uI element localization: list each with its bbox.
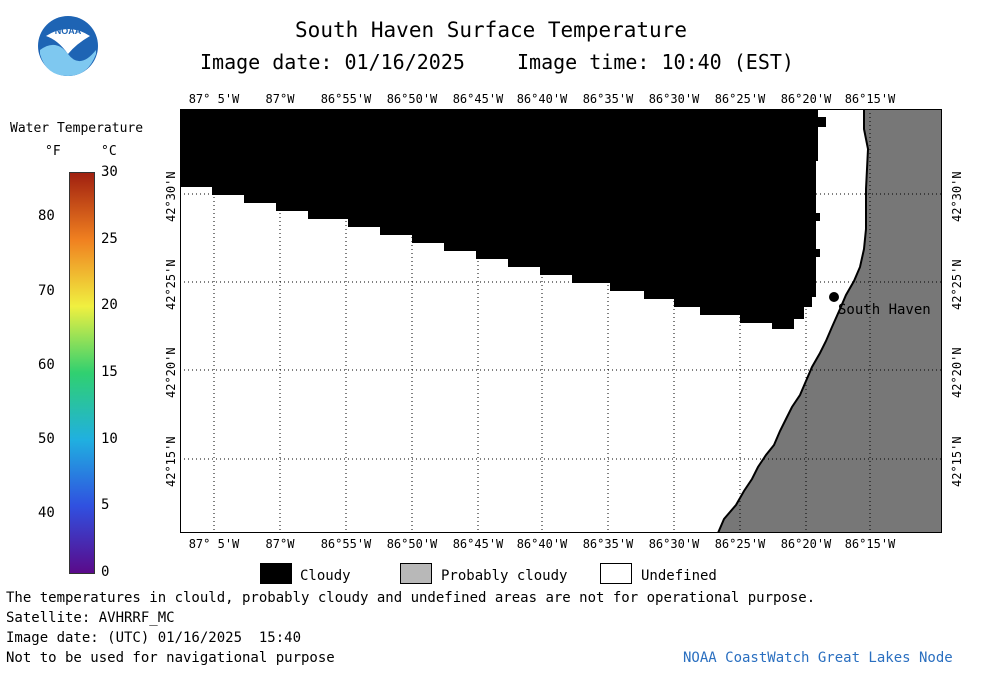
footer-utc-date: Image date: (UTC) 01/16/2025 15:40 [6,630,302,646]
longitude-label: 86°15'W [844,537,896,551]
footer-disclaimer: The temperatures in clould, probably clo… [6,590,816,606]
latitude-label: 42°15'N [950,436,964,487]
footer-navigation-warning: Not to be used for navigational purpose [6,650,335,666]
map-frame [180,109,942,533]
longitude-label: 87° 5'W [188,537,240,551]
celsius-tick-label: 30 [101,164,118,180]
celsius-tick-label: 0 [101,564,110,580]
longitude-label: 86°35'W [582,537,634,551]
latitude-label: 42°25'N [950,259,964,310]
south-haven-marker [829,292,839,302]
colorbar [69,172,95,574]
legend-undefined-label: Undefined [641,568,717,584]
land-area [718,109,942,533]
legend-cloudy-swatch [260,563,292,584]
longitude-label: 86°50'W [386,537,438,551]
longitude-label: 86°30'W [648,537,700,551]
longitude-label: 87° 5'W [188,92,240,106]
graticule [180,109,942,533]
place-label-south-haven: South Haven [838,302,931,318]
image-time: Image time: 10:40 (EST) [517,50,794,74]
celsius-tick-label: 5 [101,497,110,514]
latitude-label: 42°20'N [164,347,178,398]
map-area [180,109,942,533]
longitude-label: 86°25'W [714,537,766,551]
longitude-label: 86°55'W [320,92,372,106]
celsius-tick-label: 15 [101,364,118,380]
longitude-label: 86°40'W [516,92,568,106]
celsius-tick-label: 10 [101,430,118,447]
longitude-label: 87°W [265,537,295,551]
image-date: Image date: 01/16/2025 [200,50,465,74]
longitude-label: 86°15'W [844,92,896,106]
fahrenheit-tick-label: 80 [38,208,55,225]
page-title: South Haven Surface Temperature [295,18,687,42]
latitude-label: 42°25'N [164,259,178,310]
longitude-label: 86°50'W [386,92,438,106]
shoreline [717,109,870,533]
latitude-label: 42°30'N [950,171,964,222]
fahrenheit-tick-label: 60 [38,356,55,373]
latitude-label: 42°30'N [164,171,178,222]
longitude-label: 86°25'W [714,92,766,106]
legend-probably-cloudy-label: Probably cloudy [441,568,568,584]
legend-probably-cloudy-swatch [400,563,432,584]
fahrenheit-tick-label: 70 [38,282,55,299]
longitude-label: 86°45'W [452,537,504,551]
legend-cloudy-label: Cloudy [300,568,351,584]
footer-satellite: Satellite: AVHRRF_MC [6,610,175,626]
footer-credit: NOAA CoastWatch Great Lakes Node [683,650,953,666]
longitude-label: 86°35'W [582,92,634,106]
latitude-label: 42°15'N [164,436,178,487]
legend-undefined-swatch [600,563,632,584]
longitude-label: 86°55'W [320,537,372,551]
fahrenheit-tick-label: 50 [38,430,55,447]
unit-celsius: °C [101,144,117,159]
logo-text: NOAA [55,26,82,36]
longitude-label: 86°20'W [780,537,832,551]
cloud-area [180,109,826,329]
longitude-label: 86°30'W [648,92,700,106]
longitude-label: 86°45'W [452,92,504,106]
longitude-label: 87°W [265,92,295,106]
celsius-tick-label: 25 [101,230,118,247]
unit-fahrenheit: °F [45,144,61,159]
colorbar-title: Water Temperature [10,121,144,136]
celsius-tick-label: 20 [101,297,118,314]
longitude-label: 86°40'W [516,537,568,551]
longitude-label: 86°20'W [780,92,832,106]
noaa-logo: NOAA [38,16,98,76]
latitude-label: 42°20'N [950,347,964,398]
fahrenheit-tick-label: 40 [38,504,55,521]
